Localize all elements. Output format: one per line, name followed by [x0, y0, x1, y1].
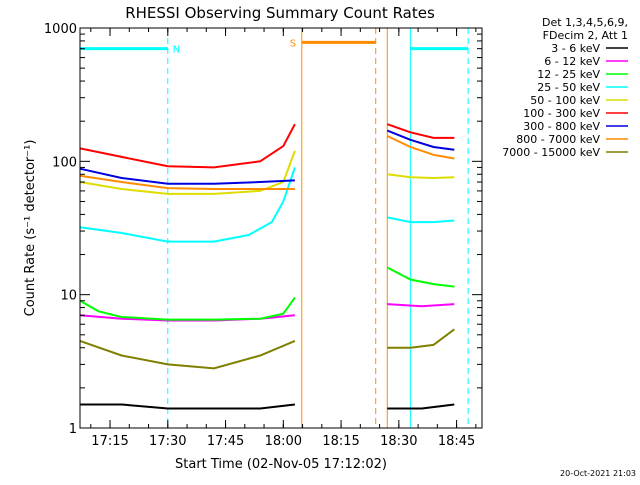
series-6-segment-0: [79, 167, 295, 185]
series-4-segment-1: [387, 173, 455, 180]
axes: 17:15 17:30 17:45 18:00 18:15 18:30 18:45 1 10 10…: [44, 22, 482, 449]
legend-entry-label-8: 7000 - 15000 keV: [502, 146, 600, 159]
series-3-segment-1: [387, 216, 455, 224]
y-tick-label-3: 1000: [44, 22, 77, 37]
timestamp: 20-Oct-2021 21:03: [560, 469, 636, 478]
legend-entry-label-0: 3 - 6 keV: [551, 42, 600, 55]
legend-entry-label-4: 50 - 100 keV: [530, 94, 600, 107]
series-7-segment-1: [386, 135, 455, 160]
y-tick-label-2: 100: [52, 155, 77, 170]
legend-entry-label-5: 100 - 300 keV: [523, 107, 600, 120]
series-7-segment-0: [79, 174, 295, 190]
annotation-label-n: N: [173, 45, 180, 56]
x-tick-label-1: 17:30: [149, 434, 186, 449]
x-tick-label-2: 17:45: [207, 434, 244, 449]
chart-title: RHESSI Observing Summary Count Rates: [125, 4, 435, 22]
y-axis-label: Count Rate (s⁻¹ detector⁻¹): [23, 140, 38, 317]
series-8-segment-1: [387, 328, 455, 349]
y-tick-label-1: 10: [60, 289, 77, 304]
series-3-segment-0: [79, 167, 296, 243]
series-5-segment-0: [79, 123, 296, 169]
legend-entry-label-6: 300 - 800 keV: [523, 120, 600, 133]
legend-entry-label-2: 12 - 25 keV: [537, 68, 600, 81]
series-5-segment-1: [386, 123, 455, 139]
series-1-segment-1: [387, 303, 455, 308]
series-0-segment-0: [80, 403, 296, 410]
series-4-segment-0: [79, 150, 296, 195]
legend: Det 1,3,4,5,6,9,FDecim 2, Att 13 - 6 keV…: [502, 16, 628, 159]
x-tick-label-0: 17:15: [91, 434, 128, 449]
legend-entry-label-1: 6 - 12 keV: [544, 55, 600, 68]
legend-entry-label-3: 25 - 50 keV: [537, 81, 600, 94]
x-axis-label: Start Time (02-Nov-05 17:12:02): [175, 457, 387, 472]
plot-area: NS: [79, 28, 469, 428]
series-2-segment-1: [386, 266, 455, 288]
legend-header-1: FDecim 2, Att 1: [543, 29, 628, 42]
x-tick-label-3: 18:00: [265, 434, 302, 449]
legend-header-0: Det 1,3,4,5,6,9,: [542, 16, 628, 29]
x-tick-label-4: 18:15: [322, 434, 359, 449]
legend-entry-label-7: 800 - 7000 keV: [516, 133, 600, 146]
x-tick-label-5: 18:30: [380, 434, 417, 449]
x-tick-label-6: 18:45: [438, 434, 475, 449]
plot-frame: [79, 27, 483, 429]
series-2-segment-0: [79, 297, 296, 321]
series-8-segment-0: [79, 339, 296, 370]
y-tick-label-0: 1: [69, 422, 77, 437]
series-6-segment-1: [386, 129, 455, 151]
annotation-label-s: S: [290, 38, 296, 49]
series-0-segment-1: [387, 403, 455, 410]
